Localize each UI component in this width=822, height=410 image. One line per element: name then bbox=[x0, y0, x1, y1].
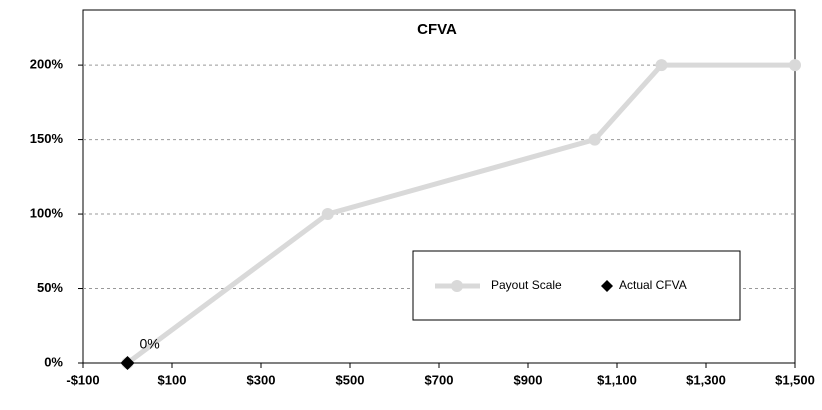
data-label: 0% bbox=[140, 336, 160, 352]
x-tick-label: $1,300 bbox=[686, 372, 726, 387]
point bbox=[321, 208, 334, 221]
point bbox=[120, 356, 135, 370]
legend-label: Payout Scale bbox=[491, 278, 562, 292]
x-tick-label: $900 bbox=[514, 372, 543, 387]
point bbox=[588, 133, 601, 146]
chart-title: CFVA bbox=[417, 21, 457, 38]
y-tick-label: 0% bbox=[44, 354, 63, 369]
y-tick-label: 50% bbox=[37, 280, 63, 295]
point bbox=[655, 59, 668, 72]
x-tick-label: $1,500 bbox=[775, 372, 815, 387]
legend-marker bbox=[451, 280, 463, 292]
point bbox=[789, 59, 801, 72]
x-tick-label: $700 bbox=[425, 372, 454, 387]
x-tick-label: $100 bbox=[158, 372, 187, 387]
legend-label: Actual CFVA bbox=[619, 278, 687, 292]
y-tick-label: 100% bbox=[30, 205, 64, 220]
x-tick-label: -$100 bbox=[66, 372, 99, 387]
legend-marker bbox=[601, 280, 613, 292]
x-tick-label: $1,100 bbox=[597, 372, 637, 387]
y-tick-label: 200% bbox=[30, 57, 64, 72]
y-tick-label: 150% bbox=[30, 131, 64, 146]
x-tick-label: $500 bbox=[336, 372, 365, 387]
x-tick-label: $300 bbox=[247, 372, 276, 387]
